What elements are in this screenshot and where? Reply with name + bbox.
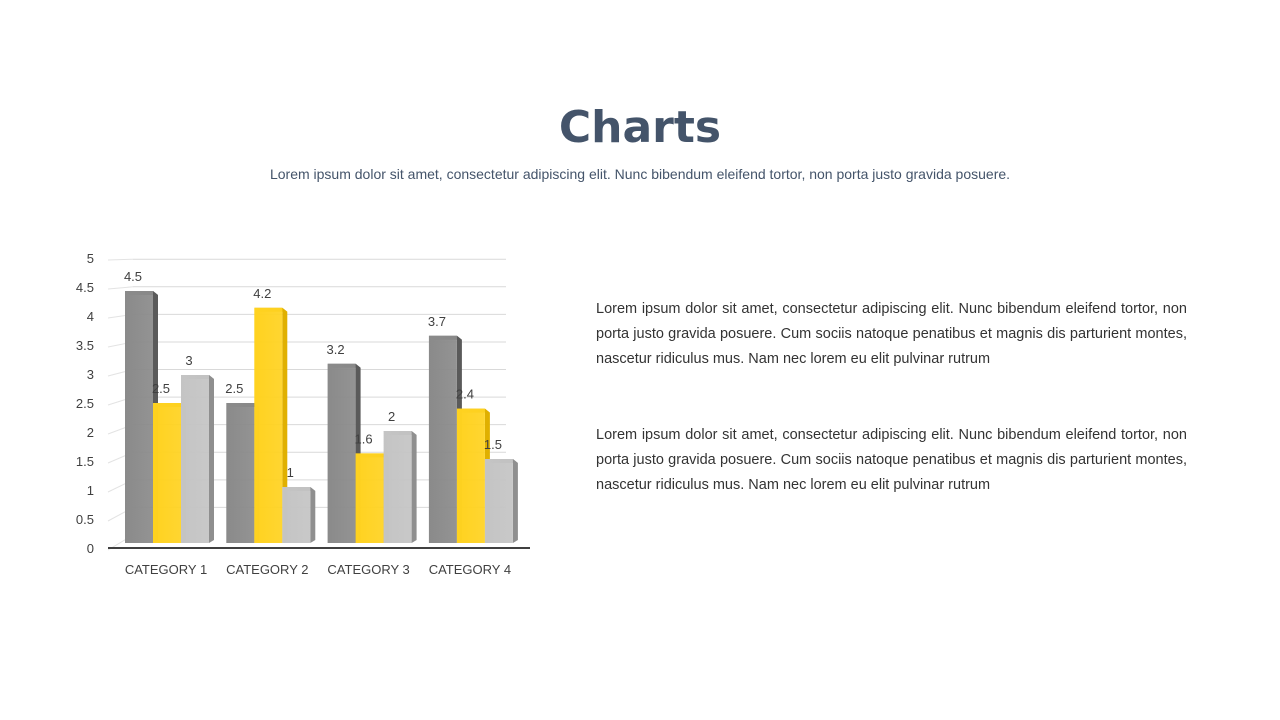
bar	[125, 291, 153, 543]
y-tick-label: 2.5	[76, 396, 94, 411]
bar-side	[209, 375, 214, 543]
x-category-label: CATEGORY 1	[125, 562, 207, 577]
data-label: 4.2	[253, 286, 271, 301]
data-label: 1.5	[484, 437, 502, 452]
page-subtitle: Lorem ipsum dolor sit amet, consectetur …	[269, 166, 1011, 182]
data-label: 2.5	[152, 381, 170, 396]
data-label: 3.2	[327, 342, 345, 357]
data-label: 4.5	[124, 269, 142, 284]
bar	[428, 335, 457, 543]
bar	[327, 363, 356, 543]
y-tick-label: 1	[87, 483, 94, 498]
data-label: 1.6	[355, 431, 373, 446]
data-label: 2.4	[456, 387, 474, 402]
y-tick-label: 0	[87, 541, 94, 556]
data-label: 2.5	[225, 381, 243, 396]
y-tick-label: 4.5	[76, 280, 94, 295]
page-title: Charts	[558, 102, 722, 153]
bar-side	[310, 487, 316, 543]
bar	[153, 403, 181, 543]
y-tick-label: 4	[87, 309, 94, 324]
bar-side	[282, 307, 288, 543]
bar	[484, 459, 513, 543]
x-category-label: CATEGORY 2	[226, 562, 308, 577]
x-category-label: CATEGORY 4	[429, 562, 511, 577]
bar	[226, 403, 255, 543]
y-tick-label: 3	[87, 367, 94, 382]
data-label: 2	[388, 409, 395, 424]
bar	[383, 431, 412, 543]
bar	[355, 453, 384, 543]
gridline-side	[107, 286, 134, 290]
body-paragraph-2: Lorem ipsum dolor sit amet, consectetur …	[596, 427, 1187, 493]
bar	[282, 487, 311, 543]
bar-side	[411, 431, 417, 543]
data-label: 3.7	[428, 314, 446, 329]
y-tick-label: 2	[87, 425, 94, 440]
data-label: 1	[287, 465, 294, 480]
y-tick-label: 5	[87, 251, 94, 266]
bar	[181, 375, 209, 543]
x-category-label: CATEGORY 3	[327, 562, 409, 577]
bar	[456, 408, 485, 543]
bar	[254, 307, 283, 543]
gridline-side	[107, 258, 134, 261]
data-label: 3	[185, 353, 192, 368]
y-tick-label: 0.5	[76, 512, 94, 527]
y-tick-label: 3.5	[76, 338, 94, 353]
y-tick-label: 1.5	[76, 454, 94, 469]
body-paragraph-1: Lorem ipsum dolor sit amet, consectetur …	[596, 301, 1187, 367]
bar-side	[512, 459, 518, 543]
